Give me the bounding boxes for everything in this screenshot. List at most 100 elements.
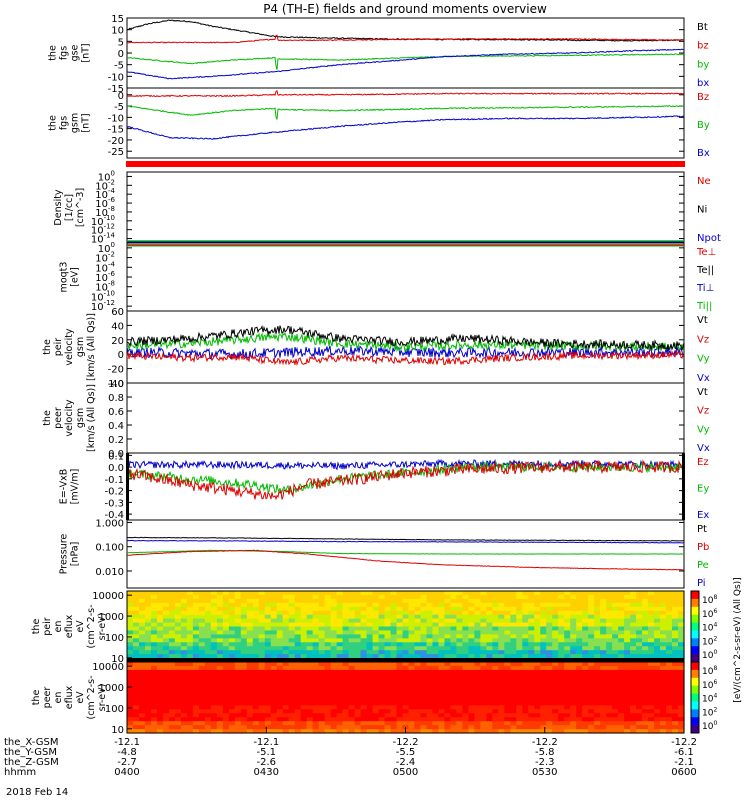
heatmap-cell [552,622,559,628]
heatmap-cell [534,705,541,710]
heatmap-cell [402,697,410,703]
heatmap-cell [480,705,487,710]
heatmap-cell [216,725,224,730]
heatmap-cell [672,650,679,655]
heatmap-cell [198,614,206,620]
heatmap-cell [168,697,176,703]
heatmap-cell [360,622,368,628]
heatmap-cell [192,614,200,620]
heatmap-cell [594,681,601,687]
y-axis-label: gsm [75,408,86,428]
heatmap-cell [498,654,505,659]
heatmap-cell [258,673,266,679]
heatmap-cell [342,689,350,695]
heatmap-cell [600,638,607,643]
heatmap-cell [480,598,487,604]
heatmap-cell [618,677,625,683]
heatmap-cell [528,669,535,675]
heatmap-cell [468,681,475,687]
heatmap-cell [354,622,362,628]
heatmap-cell [312,662,320,667]
colorbar-segment [691,662,699,671]
heatmap-cell [522,606,529,612]
heatmap-cell [630,594,637,600]
heatmap-cell [540,693,547,699]
heatmap-cell [414,721,422,726]
heatmap-cell [294,729,302,734]
heatmap-cell [318,634,326,639]
heatmap-cell [222,606,230,612]
heatmap-cell [480,709,487,714]
heatmap-cell [468,697,475,703]
heatmap-cell [510,634,517,639]
heatmap-cell [606,677,613,683]
heatmap-cell [180,713,188,718]
heatmap-cell [192,622,200,628]
heatmap-cell [127,709,134,714]
heatmap-cell [462,634,469,639]
heatmap-cell [138,725,146,730]
y-axis-label: velocity [64,399,75,437]
heatmap-cell [552,697,559,703]
heatmap-cell [606,606,613,612]
heatmap-cell [252,642,260,647]
heatmap-cell [522,591,529,596]
heatmap-cell [402,669,410,675]
heatmap-cell [384,669,392,675]
heatmap-cell [324,669,332,675]
heatmap-cell [168,654,176,659]
heatmap-cell [216,713,224,718]
heatmap-cell [150,689,158,695]
heatmap-cell [636,685,643,691]
heatmap-cell [360,610,368,616]
heatmap-cell [264,701,272,706]
heatmap-cell [516,689,523,695]
heatmap-cell [486,650,493,655]
heatmap-cell [660,626,667,632]
heatmap-cell [660,594,667,600]
heatmap-cell [564,622,571,628]
heatmap-cell [576,701,583,706]
heatmap-cell [450,622,458,628]
heatmap-cell [654,685,661,691]
heatmap-cell [414,729,422,734]
heatmap-cell [594,630,601,635]
heatmap-cell [228,622,236,628]
heatmap-cell [432,721,440,726]
heatmap-cell [660,709,667,714]
heatmap-cell [666,685,673,691]
heatmap-cell [444,638,452,643]
heatmap-cell [294,598,302,604]
heatmap-cell [336,701,344,706]
heatmap-cell [654,594,661,600]
heatmap-cell [510,614,517,620]
series-Pb [126,549,685,571]
ephemeris-value: -2.6 [256,757,276,768]
heatmap-cell [654,693,661,699]
heatmap-cell [654,606,661,612]
heatmap-cell [162,713,170,718]
heatmap-cell [636,650,643,655]
heatmap-cell [618,673,625,679]
heatmap-cell [414,677,422,683]
heatmap-cell [588,725,595,730]
heatmap-cell [336,717,344,722]
heatmap-cell [270,685,278,691]
heatmap-cell [462,681,469,687]
heatmap-cell [636,622,643,628]
heatmap-cell [402,606,410,612]
heatmap-cell [540,709,547,714]
heatmap-cell [210,598,218,604]
heatmap-cell [600,614,607,620]
heatmap-cell [252,662,260,667]
heatmap-cell [330,654,338,659]
heatmap-cell [330,677,338,683]
heatmap-cell [222,594,230,600]
heatmap-cell [138,642,146,647]
heatmap-cell [228,610,236,616]
heatmap-cell [318,591,326,596]
heatmap-cell [576,673,583,679]
heatmap-cell [127,713,134,718]
heatmap-cell [642,618,649,624]
heatmap-cell [450,646,458,651]
